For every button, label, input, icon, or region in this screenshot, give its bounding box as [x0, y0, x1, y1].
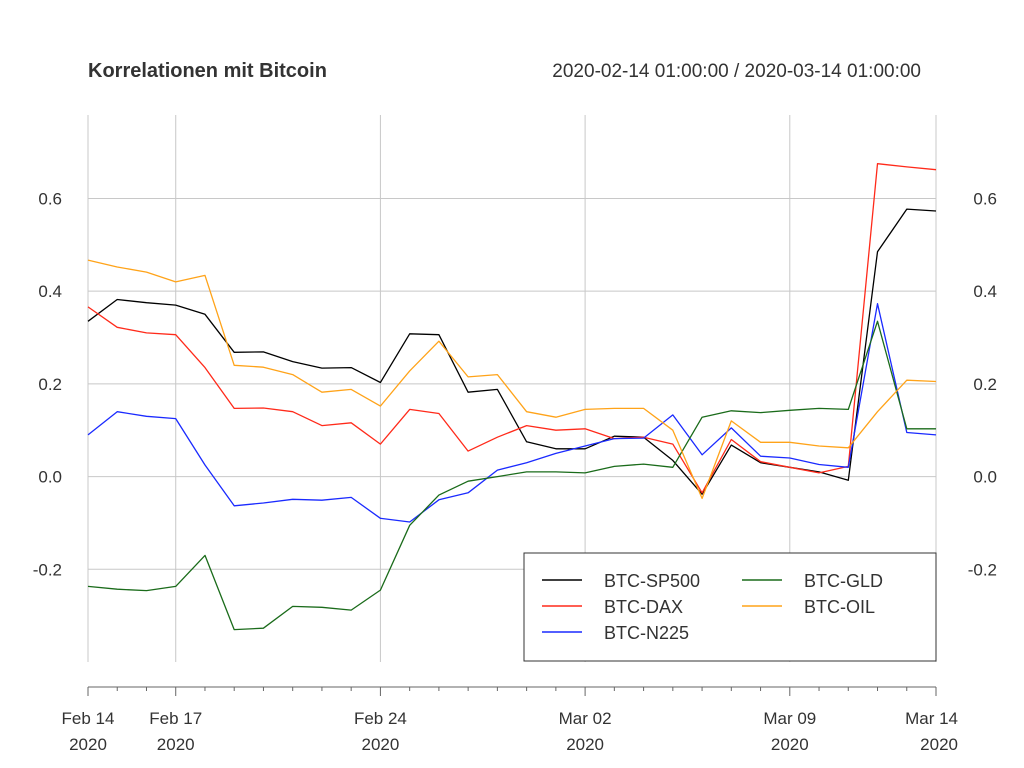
series-line-btc-oil [87, 259, 937, 500]
series-line-btc-n225 [87, 303, 937, 523]
legend: BTC-SP500 BTC-DAX BTC-N225 BTC-GLD BTC-OIL [523, 552, 937, 662]
y-tick-label-left: 0.6 [38, 189, 62, 208]
x-tick-label: Mar 14 [905, 709, 958, 728]
legend-box [523, 552, 937, 662]
y-tick-label-left: 0.2 [38, 375, 62, 394]
x-tick-label-year: 2020 [157, 735, 195, 754]
series-line-btc-dax [87, 163, 937, 494]
legend-label: BTC-OIL [804, 597, 875, 617]
x-tick-label-year: 2020 [69, 735, 107, 754]
series-lines [87, 163, 937, 631]
x-tick-label: Feb 17 [149, 709, 202, 728]
series-line-btc-gld [87, 320, 936, 631]
y-tick-label-left: 0.4 [38, 282, 62, 301]
x-axis: Feb 14 2020 Feb 17 2020 Feb 24 2020 Mar 02 2020… [62, 686, 958, 754]
x-tick-label-year: 2020 [920, 735, 958, 754]
y-tick-label-left: -0.2 [33, 560, 62, 579]
y-tick-label-right: 0.6 [973, 189, 997, 208]
x-tick-label: Feb 24 [354, 709, 407, 728]
legend-label: BTC-DAX [604, 597, 683, 617]
x-tick-label: Mar 02 [559, 709, 612, 728]
legend-label: BTC-GLD [804, 571, 883, 591]
legend-label: BTC-SP500 [604, 571, 700, 591]
y-tick-label-right: -0.2 [968, 560, 997, 579]
y-axis-labels: -0.2 -0.2 0.0 0.0 0.2 0.2 0.4 0.4 0.6 0.6 [33, 189, 997, 579]
legend-label: BTC-N225 [604, 623, 689, 643]
y-tick-label-left: 0.0 [38, 468, 62, 487]
chart-date-range: 2020-02-14 01:00:00 / 2020-03-14 01:00:0… [552, 61, 921, 82]
y-tick-label-right: 0.2 [973, 375, 997, 394]
chart-title: Korrelationen mit Bitcoin [88, 60, 327, 82]
x-tick-label-year: 2020 [771, 735, 809, 754]
y-tick-label-right: 0.4 [973, 282, 997, 301]
x-tick-label: Mar 09 [763, 709, 816, 728]
series-line-btc-sp500 [87, 208, 937, 495]
x-tick-label-year: 2020 [361, 735, 399, 754]
x-tick-label: Feb 14 [62, 709, 115, 728]
x-tick-label-year: 2020 [566, 735, 604, 754]
y-tick-label-right: 0.0 [973, 468, 997, 487]
